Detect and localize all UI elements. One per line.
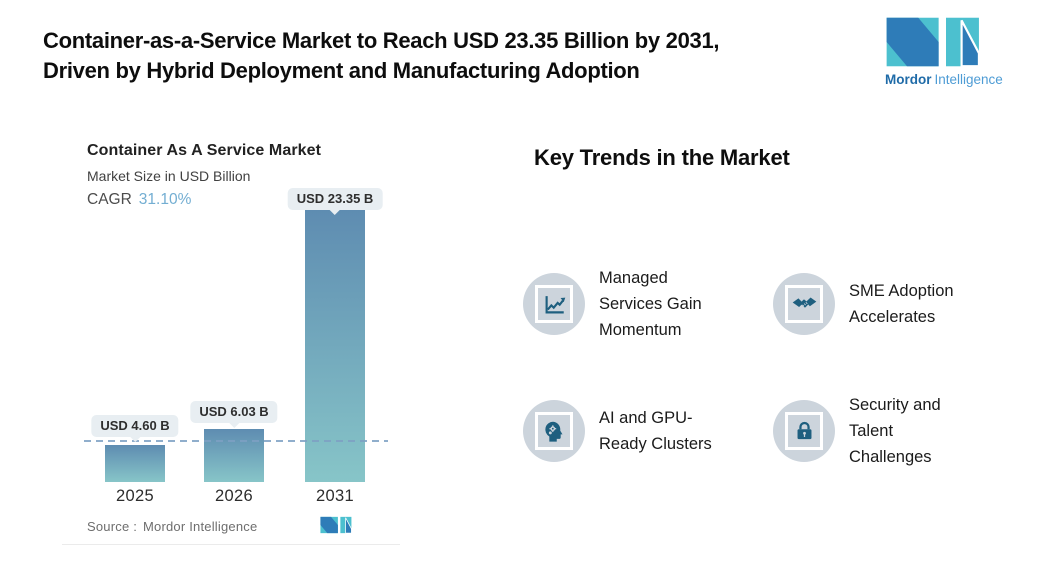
chart-subtitle: Market Size in USD Billion <box>87 168 251 184</box>
value-label-2031: USD 23.35 B <box>287 188 383 210</box>
trend-line: Security and <box>849 396 941 414</box>
trend-text: Managed Services Gain Momentum <box>599 265 702 343</box>
icon-frame <box>785 285 823 323</box>
trend-text: SME Adoption Accelerates <box>849 278 954 330</box>
trend-line: Talent <box>849 422 894 440</box>
trend-item-ai-gpu: AI and GPU- Ready Clusters <box>523 400 712 462</box>
chart-title: Container As A Service Market <box>87 142 322 159</box>
trend-line: Momentum <box>599 321 682 339</box>
value-label-2025: USD 4.60 B <box>91 415 179 437</box>
ai-head-icon <box>523 400 585 462</box>
page-title-line1: Container-as-a-Service Market to Reach U… <box>43 28 720 53</box>
mini-brand-logo-icon <box>320 516 352 534</box>
page-title-line2: Driven by Hybrid Deployment and Manufact… <box>43 58 640 83</box>
trends-heading: Key Trends in the Market <box>534 145 790 170</box>
trend-item-managed-services: Managed Services Gain Momentum <box>523 265 702 343</box>
source-row: Source : Mordor Intelligence <box>87 519 257 534</box>
bar-2025 <box>105 445 165 482</box>
source-label: Source : <box>87 519 138 534</box>
brand-name: Mordor Intelligence <box>885 72 1015 87</box>
trend-line: Challenges <box>849 448 932 466</box>
growth-chart-glyph <box>545 295 565 313</box>
trend-line: AI and GPU- <box>599 409 693 427</box>
trend-line: SME Adoption <box>849 282 954 300</box>
bar-2031 <box>305 209 365 482</box>
brand-word-intelligence: Intelligence <box>934 72 1003 87</box>
padlock-glyph <box>797 421 811 439</box>
icon-frame <box>785 412 823 450</box>
trend-text: Security and Talent Challenges <box>849 392 941 470</box>
brand-word-mordor: Mordor <box>885 72 932 87</box>
trend-line: Accelerates <box>849 308 936 326</box>
market-chart-card: Container As A Service Market Market Siz… <box>62 118 400 545</box>
bar-2026 <box>204 429 264 482</box>
icon-frame <box>535 285 573 323</box>
growth-chart-icon <box>523 273 585 335</box>
axis-label-2026: 2026 <box>215 487 253 505</box>
axis-label-2025: 2025 <box>116 487 154 505</box>
cagr-label: CAGR <box>87 191 132 208</box>
brand-logo: Mordor Intelligence <box>885 16 1015 87</box>
value-label-2026: USD 6.03 B <box>190 401 278 423</box>
trend-item-security-talent: Security and Talent Challenges <box>773 392 941 470</box>
trend-line: Ready Clusters <box>599 435 712 453</box>
cagr-value: 31.10% <box>138 191 192 208</box>
mordor-intelligence-logo-icon <box>886 17 981 68</box>
source-value: Mordor Intelligence <box>143 519 258 534</box>
axis-label-2031: 2031 <box>316 487 354 505</box>
icon-frame <box>535 412 573 450</box>
ai-head-glyph <box>544 421 562 442</box>
trend-line: Services Gain <box>599 295 702 313</box>
handshake-glyph <box>792 297 816 307</box>
padlock-icon <box>773 400 835 462</box>
page-title: Container-as-a-Service Market to Reach U… <box>43 26 720 86</box>
reference-dashed-line <box>84 440 388 442</box>
handshake-icon <box>773 273 835 335</box>
trend-line: Managed <box>599 269 668 287</box>
cagr-row: CAGR 31.10% <box>87 191 191 209</box>
trend-text: AI and GPU- Ready Clusters <box>599 405 712 457</box>
trend-item-sme-adoption: SME Adoption Accelerates <box>773 273 954 335</box>
